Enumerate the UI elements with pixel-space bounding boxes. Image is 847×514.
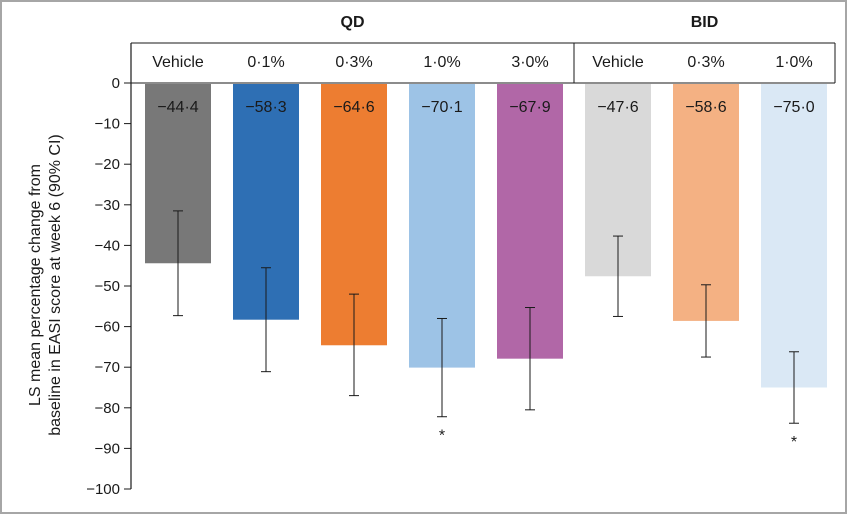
y-tick-label: −70 <box>95 359 120 376</box>
y-tick-label: −20 <box>95 156 120 173</box>
data-label: −47·6 <box>597 99 638 116</box>
y-tick-label: −50 <box>95 278 120 295</box>
y-tick-label: −30 <box>95 197 120 214</box>
data-label: −64·6 <box>333 99 374 116</box>
category-label: 1·0% <box>423 54 460 71</box>
y-tick-label: −10 <box>95 116 120 133</box>
bar <box>761 84 827 388</box>
y-tick-label: −80 <box>95 400 120 417</box>
category-label: Vehicle <box>592 54 644 71</box>
y-axis-label-line: LS mean percentage change from <box>27 164 44 406</box>
category-label: 1·0% <box>775 54 812 71</box>
y-tick-label: −60 <box>95 319 120 336</box>
group-label-bid: BID <box>691 14 719 31</box>
y-tick-label: −40 <box>95 237 120 254</box>
data-label: −70·1 <box>421 99 462 116</box>
data-label: −44·4 <box>157 99 198 116</box>
y-tick-label: −90 <box>95 440 120 457</box>
y-axis-label: LS mean percentage change from baseline i… <box>27 134 64 435</box>
y-tick-label: −100 <box>86 481 120 498</box>
significance-marker: * <box>791 434 797 451</box>
category-label: 0·3% <box>687 54 724 71</box>
category-label: 0·1% <box>247 54 284 71</box>
significance-marker: * <box>439 428 445 445</box>
category-label: Vehicle <box>152 54 204 71</box>
data-label: −67·9 <box>509 99 550 116</box>
data-label: −58·3 <box>245 99 286 116</box>
group-label-qd: QD <box>341 14 365 31</box>
y-axis-label-line: baseline in EASI score at week 6 (90% CI… <box>47 134 64 435</box>
category-label: 3·0% <box>511 54 548 71</box>
data-label: −58·6 <box>685 99 726 116</box>
data-label: −75·0 <box>773 99 814 116</box>
bar <box>673 84 739 321</box>
y-tick-label: 0 <box>112 75 120 92</box>
category-label: 0·3% <box>335 54 372 71</box>
